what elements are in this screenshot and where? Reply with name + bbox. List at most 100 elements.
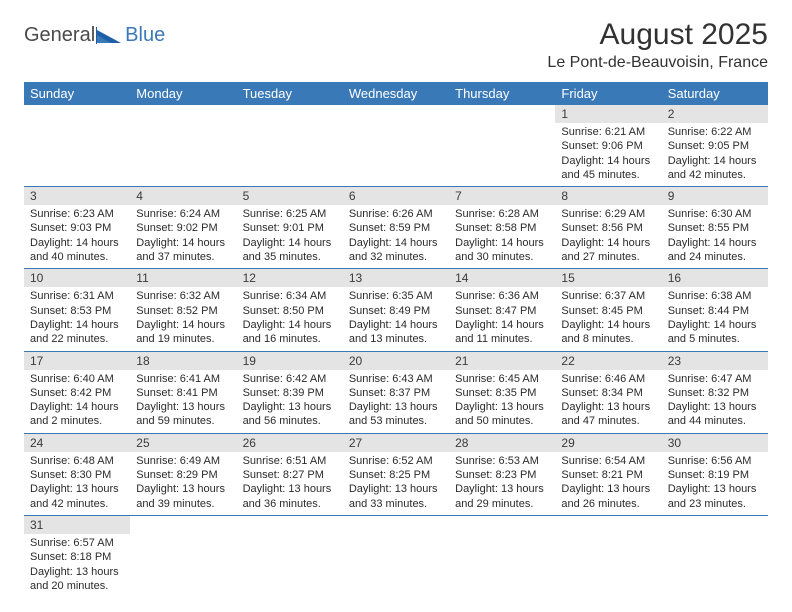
calendar-cell: 15Sunrise: 6:37 AMSunset: 8:45 PMDayligh… xyxy=(555,269,661,351)
day-number: 21 xyxy=(449,352,555,370)
calendar-cell: 19Sunrise: 6:42 AMSunset: 8:39 PMDayligh… xyxy=(237,351,343,433)
day-number: 1 xyxy=(555,105,661,123)
day-details: Sunrise: 6:22 AMSunset: 9:05 PMDaylight:… xyxy=(662,123,768,186)
day-number: 22 xyxy=(555,352,661,370)
day-number: 2 xyxy=(662,105,768,123)
day-number: 27 xyxy=(343,434,449,452)
calendar-cell-empty xyxy=(343,515,449,597)
calendar-cell: 2Sunrise: 6:22 AMSunset: 9:05 PMDaylight… xyxy=(662,105,768,187)
day-details: Sunrise: 6:41 AMSunset: 8:41 PMDaylight:… xyxy=(130,370,236,433)
calendar-cell-empty xyxy=(130,105,236,187)
calendar-cell: 21Sunrise: 6:45 AMSunset: 8:35 PMDayligh… xyxy=(449,351,555,433)
calendar-cell: 16Sunrise: 6:38 AMSunset: 8:44 PMDayligh… xyxy=(662,269,768,351)
calendar-cell: 26Sunrise: 6:51 AMSunset: 8:27 PMDayligh… xyxy=(237,433,343,515)
day-number: 26 xyxy=(237,434,343,452)
weekday-header: Monday xyxy=(130,82,236,105)
calendar-row: 3Sunrise: 6:23 AMSunset: 9:03 PMDaylight… xyxy=(24,187,768,269)
weekday-header: Thursday xyxy=(449,82,555,105)
day-details: Sunrise: 6:21 AMSunset: 9:06 PMDaylight:… xyxy=(555,123,661,186)
day-details: Sunrise: 6:43 AMSunset: 8:37 PMDaylight:… xyxy=(343,370,449,433)
calendar-cell: 1Sunrise: 6:21 AMSunset: 9:06 PMDaylight… xyxy=(555,105,661,187)
day-details: Sunrise: 6:37 AMSunset: 8:45 PMDaylight:… xyxy=(555,287,661,350)
day-number: 6 xyxy=(343,187,449,205)
day-number: 10 xyxy=(24,269,130,287)
day-number: 7 xyxy=(449,187,555,205)
calendar-cell: 4Sunrise: 6:24 AMSunset: 9:02 PMDaylight… xyxy=(130,187,236,269)
calendar-row: 17Sunrise: 6:40 AMSunset: 8:42 PMDayligh… xyxy=(24,351,768,433)
calendar-cell: 28Sunrise: 6:53 AMSunset: 8:23 PMDayligh… xyxy=(449,433,555,515)
weekday-header: Tuesday xyxy=(237,82,343,105)
day-details: Sunrise: 6:54 AMSunset: 8:21 PMDaylight:… xyxy=(555,452,661,515)
calendar-cell: 23Sunrise: 6:47 AMSunset: 8:32 PMDayligh… xyxy=(662,351,768,433)
day-number: 19 xyxy=(237,352,343,370)
calendar-row: 31Sunrise: 6:57 AMSunset: 8:18 PMDayligh… xyxy=(24,515,768,597)
day-number: 14 xyxy=(449,269,555,287)
day-number: 17 xyxy=(24,352,130,370)
calendar-cell: 31Sunrise: 6:57 AMSunset: 8:18 PMDayligh… xyxy=(24,515,130,597)
calendar-cell-empty xyxy=(24,105,130,187)
calendar-cell: 3Sunrise: 6:23 AMSunset: 9:03 PMDaylight… xyxy=(24,187,130,269)
flag-icon xyxy=(96,27,122,45)
calendar-cell: 27Sunrise: 6:52 AMSunset: 8:25 PMDayligh… xyxy=(343,433,449,515)
calendar-cell: 9Sunrise: 6:30 AMSunset: 8:55 PMDaylight… xyxy=(662,187,768,269)
calendar-cell: 14Sunrise: 6:36 AMSunset: 8:47 PMDayligh… xyxy=(449,269,555,351)
day-details: Sunrise: 6:40 AMSunset: 8:42 PMDaylight:… xyxy=(24,370,130,433)
calendar-cell: 6Sunrise: 6:26 AMSunset: 8:59 PMDaylight… xyxy=(343,187,449,269)
calendar-cell-empty xyxy=(449,515,555,597)
calendar-cell-empty xyxy=(237,105,343,187)
day-number: 28 xyxy=(449,434,555,452)
day-details: Sunrise: 6:26 AMSunset: 8:59 PMDaylight:… xyxy=(343,205,449,268)
day-details: Sunrise: 6:23 AMSunset: 9:03 PMDaylight:… xyxy=(24,205,130,268)
calendar-cell-empty xyxy=(449,105,555,187)
day-number: 8 xyxy=(555,187,661,205)
day-number: 15 xyxy=(555,269,661,287)
calendar-cell: 8Sunrise: 6:29 AMSunset: 8:56 PMDaylight… xyxy=(555,187,661,269)
calendar-cell-empty xyxy=(662,515,768,597)
day-number: 12 xyxy=(237,269,343,287)
calendar-cell-empty xyxy=(555,515,661,597)
calendar-row: 10Sunrise: 6:31 AMSunset: 8:53 PMDayligh… xyxy=(24,269,768,351)
day-number: 13 xyxy=(343,269,449,287)
header: General Blue August 2025 Le Pont-de-Beau… xyxy=(24,18,768,72)
weekday-header-row: SundayMondayTuesdayWednesdayThursdayFrid… xyxy=(24,82,768,105)
calendar-cell: 22Sunrise: 6:46 AMSunset: 8:34 PMDayligh… xyxy=(555,351,661,433)
calendar-cell: 20Sunrise: 6:43 AMSunset: 8:37 PMDayligh… xyxy=(343,351,449,433)
day-number: 25 xyxy=(130,434,236,452)
calendar-cell: 25Sunrise: 6:49 AMSunset: 8:29 PMDayligh… xyxy=(130,433,236,515)
calendar-cell: 29Sunrise: 6:54 AMSunset: 8:21 PMDayligh… xyxy=(555,433,661,515)
day-number: 9 xyxy=(662,187,768,205)
calendar-cell: 7Sunrise: 6:28 AMSunset: 8:58 PMDaylight… xyxy=(449,187,555,269)
day-number: 30 xyxy=(662,434,768,452)
day-details: Sunrise: 6:35 AMSunset: 8:49 PMDaylight:… xyxy=(343,287,449,350)
day-number: 20 xyxy=(343,352,449,370)
day-number: 4 xyxy=(130,187,236,205)
day-details: Sunrise: 6:46 AMSunset: 8:34 PMDaylight:… xyxy=(555,370,661,433)
day-details: Sunrise: 6:57 AMSunset: 8:18 PMDaylight:… xyxy=(24,534,130,597)
day-number: 16 xyxy=(662,269,768,287)
location-text: Le Pont-de-Beauvoisin, France xyxy=(547,54,768,72)
day-number: 23 xyxy=(662,352,768,370)
day-details: Sunrise: 6:56 AMSunset: 8:19 PMDaylight:… xyxy=(662,452,768,515)
header-right: August 2025 Le Pont-de-Beauvoisin, Franc… xyxy=(547,18,768,72)
calendar-cell-empty xyxy=(343,105,449,187)
calendar-cell: 10Sunrise: 6:31 AMSunset: 8:53 PMDayligh… xyxy=(24,269,130,351)
calendar-cell: 17Sunrise: 6:40 AMSunset: 8:42 PMDayligh… xyxy=(24,351,130,433)
day-details: Sunrise: 6:49 AMSunset: 8:29 PMDaylight:… xyxy=(130,452,236,515)
calendar-cell: 24Sunrise: 6:48 AMSunset: 8:30 PMDayligh… xyxy=(24,433,130,515)
day-details: Sunrise: 6:31 AMSunset: 8:53 PMDaylight:… xyxy=(24,287,130,350)
day-number: 3 xyxy=(24,187,130,205)
day-details: Sunrise: 6:48 AMSunset: 8:30 PMDaylight:… xyxy=(24,452,130,515)
day-details: Sunrise: 6:24 AMSunset: 9:02 PMDaylight:… xyxy=(130,205,236,268)
day-details: Sunrise: 6:42 AMSunset: 8:39 PMDaylight:… xyxy=(237,370,343,433)
day-details: Sunrise: 6:45 AMSunset: 8:35 PMDaylight:… xyxy=(449,370,555,433)
day-details: Sunrise: 6:30 AMSunset: 8:55 PMDaylight:… xyxy=(662,205,768,268)
day-details: Sunrise: 6:25 AMSunset: 9:01 PMDaylight:… xyxy=(237,205,343,268)
day-details: Sunrise: 6:52 AMSunset: 8:25 PMDaylight:… xyxy=(343,452,449,515)
calendar-table: SundayMondayTuesdayWednesdayThursdayFrid… xyxy=(24,82,768,597)
day-details: Sunrise: 6:51 AMSunset: 8:27 PMDaylight:… xyxy=(237,452,343,515)
weekday-header: Friday xyxy=(555,82,661,105)
logo: General Blue xyxy=(24,24,165,47)
calendar-row: 24Sunrise: 6:48 AMSunset: 8:30 PMDayligh… xyxy=(24,433,768,515)
weekday-header: Wednesday xyxy=(343,82,449,105)
day-details: Sunrise: 6:53 AMSunset: 8:23 PMDaylight:… xyxy=(449,452,555,515)
